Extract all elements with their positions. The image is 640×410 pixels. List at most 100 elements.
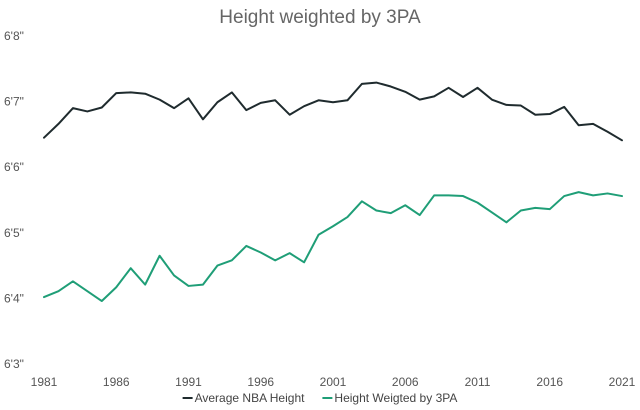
series-1 <box>42 190 624 303</box>
data-point <box>461 95 465 99</box>
x-tick-label: 1996 <box>247 375 274 389</box>
data-point <box>114 285 118 289</box>
y-tick-label: 6'7" <box>4 95 24 109</box>
data-point <box>345 98 349 102</box>
data-point <box>418 213 422 217</box>
data-point <box>504 220 508 224</box>
data-point <box>201 117 205 121</box>
x-tick-label: 2001 <box>320 375 347 389</box>
data-point <box>187 96 191 100</box>
data-point <box>447 86 451 90</box>
data-point <box>273 98 277 102</box>
data-point <box>143 92 147 96</box>
data-point <box>215 100 219 104</box>
data-point <box>519 104 523 108</box>
y-axis: 6'3" 6'4" 6'5" 6'6" 6'7" 6'8" <box>4 29 24 371</box>
chart-title: Height weighted by 3PA <box>219 7 421 28</box>
series-layer <box>42 81 624 303</box>
data-point <box>187 284 191 288</box>
x-tick-label: 1991 <box>175 375 202 389</box>
data-point <box>533 206 537 210</box>
x-tick-label: 2016 <box>536 375 563 389</box>
data-point <box>461 194 465 198</box>
x-tick-label: 2006 <box>392 375 419 389</box>
legend-item: Height Weigted by 3PA <box>322 391 457 405</box>
y-tick-label: 6'3" <box>4 357 24 371</box>
data-point <box>476 86 480 90</box>
data-point <box>288 251 292 255</box>
data-point <box>606 191 610 195</box>
data-point <box>158 254 162 258</box>
data-point <box>302 260 306 264</box>
data-point <box>288 113 292 117</box>
data-point <box>244 244 248 248</box>
x-tick-label: 2021 <box>609 375 636 389</box>
y-tick-label: 6'8" <box>4 29 24 43</box>
data-point <box>85 289 89 293</box>
data-point <box>345 215 349 219</box>
x-tick-label: 2011 <box>465 375 491 389</box>
data-point <box>129 90 133 94</box>
data-point <box>374 209 378 213</box>
data-point <box>374 81 378 85</box>
data-point <box>172 106 176 110</box>
data-point <box>577 190 581 194</box>
data-point <box>302 104 306 108</box>
data-point <box>172 273 176 277</box>
data-point <box>42 136 46 140</box>
data-point <box>201 283 205 287</box>
data-point <box>447 193 451 197</box>
legend-item: Average NBA Height <box>182 391 306 405</box>
y-tick-label: 6'4" <box>4 291 24 305</box>
y-tick-label: 6'5" <box>4 226 24 240</box>
data-point <box>114 91 118 95</box>
data-point <box>418 98 422 102</box>
data-point <box>403 90 407 94</box>
data-point <box>71 279 75 283</box>
data-point <box>56 122 60 126</box>
data-point <box>591 193 595 197</box>
data-point <box>389 85 393 89</box>
x-tick-label: 1981 <box>31 375 58 389</box>
data-point <box>620 194 624 198</box>
y-tick-label: 6'6" <box>4 160 24 174</box>
data-point <box>504 103 508 107</box>
data-point <box>562 105 566 109</box>
data-point <box>56 289 60 293</box>
data-point <box>85 109 89 113</box>
data-point <box>273 258 277 262</box>
data-point <box>244 108 248 112</box>
data-point <box>360 199 364 203</box>
x-tick-label: 1986 <box>103 375 130 389</box>
data-point <box>389 211 393 215</box>
data-point <box>129 266 133 270</box>
data-point <box>403 203 407 207</box>
data-point <box>331 224 335 228</box>
data-point <box>476 201 480 205</box>
data-point <box>158 98 162 102</box>
data-point <box>548 112 552 116</box>
data-point <box>331 100 335 104</box>
x-axis: 1981 1986 1991 1996 2001 2006 2011 2016 2021 <box>31 375 636 389</box>
data-point <box>42 295 46 299</box>
data-point <box>100 106 104 110</box>
data-point <box>577 123 581 127</box>
data-point <box>143 283 147 287</box>
data-point <box>620 138 624 142</box>
data-point <box>548 207 552 211</box>
data-point <box>317 233 321 237</box>
data-point <box>432 94 436 98</box>
data-point <box>259 250 263 254</box>
data-point <box>490 98 494 102</box>
data-point <box>230 258 234 262</box>
data-point <box>230 90 234 94</box>
legend-label: Average NBA Height <box>195 391 306 405</box>
data-point <box>215 264 219 268</box>
data-point <box>71 106 75 110</box>
data-point <box>533 113 537 117</box>
data-point <box>519 209 523 213</box>
series-0 <box>42 81 624 142</box>
data-point <box>360 82 364 86</box>
